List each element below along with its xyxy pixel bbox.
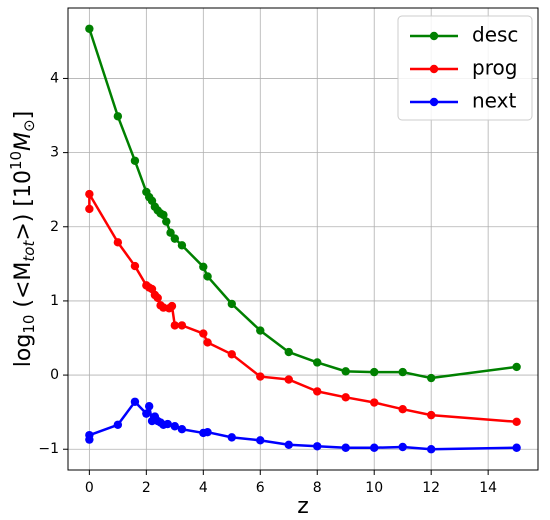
point xyxy=(177,425,187,434)
marks xyxy=(85,24,521,454)
point xyxy=(170,234,180,243)
legend-marker xyxy=(429,97,439,107)
point xyxy=(512,443,521,452)
point xyxy=(130,397,140,406)
point xyxy=(166,228,175,237)
point xyxy=(313,442,322,451)
point xyxy=(130,261,140,271)
y-label-part: M xyxy=(11,132,36,151)
x-tick-label: 0 xyxy=(85,480,94,496)
x-tick-label: 4 xyxy=(199,480,208,496)
series-line xyxy=(88,400,517,451)
point xyxy=(203,427,212,437)
point xyxy=(341,367,350,376)
point xyxy=(170,422,180,431)
y-tick-label: 1 xyxy=(50,293,59,309)
y-label-part: ⊙ xyxy=(20,119,38,132)
point xyxy=(398,442,407,452)
point xyxy=(341,393,350,402)
y-tick-label: 0 xyxy=(50,367,59,383)
point xyxy=(177,241,187,250)
point xyxy=(398,404,407,414)
legend-box xyxy=(397,15,533,121)
y-label-part: 10 xyxy=(7,151,25,170)
y-axis-label: log10 (<Mtot>) [1010M⊙] xyxy=(7,111,38,367)
point xyxy=(426,373,436,383)
point xyxy=(170,321,180,330)
series-line xyxy=(88,192,517,424)
point xyxy=(144,402,154,411)
y-tick-label: 4 xyxy=(50,70,59,86)
point xyxy=(512,362,521,372)
y-label-part: ] xyxy=(11,111,36,120)
point xyxy=(163,419,172,429)
point xyxy=(313,387,322,396)
x-axis-label: z xyxy=(297,494,309,519)
point xyxy=(227,299,236,309)
point xyxy=(159,210,168,220)
legend-label: prog xyxy=(472,56,517,80)
point xyxy=(203,272,212,281)
y-label-part: >) [10 xyxy=(11,170,36,241)
y-label-part: 10 xyxy=(20,315,38,334)
point xyxy=(256,372,265,381)
y-label-part: log xyxy=(11,334,36,368)
point xyxy=(85,430,94,440)
point xyxy=(227,433,236,442)
point xyxy=(203,338,212,347)
point xyxy=(398,367,407,377)
point xyxy=(256,326,265,335)
y-label-part: tot xyxy=(20,240,38,262)
point xyxy=(227,350,236,359)
plot-frame xyxy=(67,7,539,471)
point xyxy=(284,347,293,357)
point xyxy=(512,417,521,426)
point xyxy=(113,112,123,121)
point xyxy=(142,409,151,418)
point xyxy=(256,436,265,445)
point xyxy=(426,410,436,420)
point xyxy=(341,443,350,452)
y-tick-label: 3 xyxy=(50,145,59,161)
x-tick-label: 10 xyxy=(365,480,383,496)
point xyxy=(85,204,94,214)
legend-label: desc xyxy=(472,23,518,47)
x-tick-label: 12 xyxy=(422,480,440,496)
legend-marker xyxy=(429,64,439,74)
point xyxy=(370,367,379,377)
legend: desc prog next xyxy=(397,15,533,121)
x-tick-label: 8 xyxy=(313,480,322,496)
point xyxy=(167,301,177,311)
point xyxy=(113,238,123,247)
point xyxy=(130,156,140,165)
point xyxy=(426,445,436,454)
point xyxy=(153,293,162,303)
point xyxy=(313,358,322,367)
point xyxy=(370,398,379,407)
x-tick-label: 14 xyxy=(479,480,497,496)
point xyxy=(85,189,94,199)
point xyxy=(177,321,187,330)
x-tick-label: 6 xyxy=(256,480,265,496)
legend-label: next xyxy=(472,89,516,113)
point xyxy=(162,217,171,226)
point xyxy=(370,443,379,452)
point xyxy=(199,329,208,338)
point xyxy=(284,440,293,449)
x-tick-label: 2 xyxy=(142,480,151,496)
point xyxy=(199,262,208,272)
point xyxy=(284,375,293,384)
y-tick-label: −1 xyxy=(38,441,59,457)
y-tick-label: 2 xyxy=(50,219,59,235)
point xyxy=(85,24,94,33)
legend-marker xyxy=(429,31,439,41)
y-label-part: (<M xyxy=(11,262,36,315)
point xyxy=(113,420,123,429)
